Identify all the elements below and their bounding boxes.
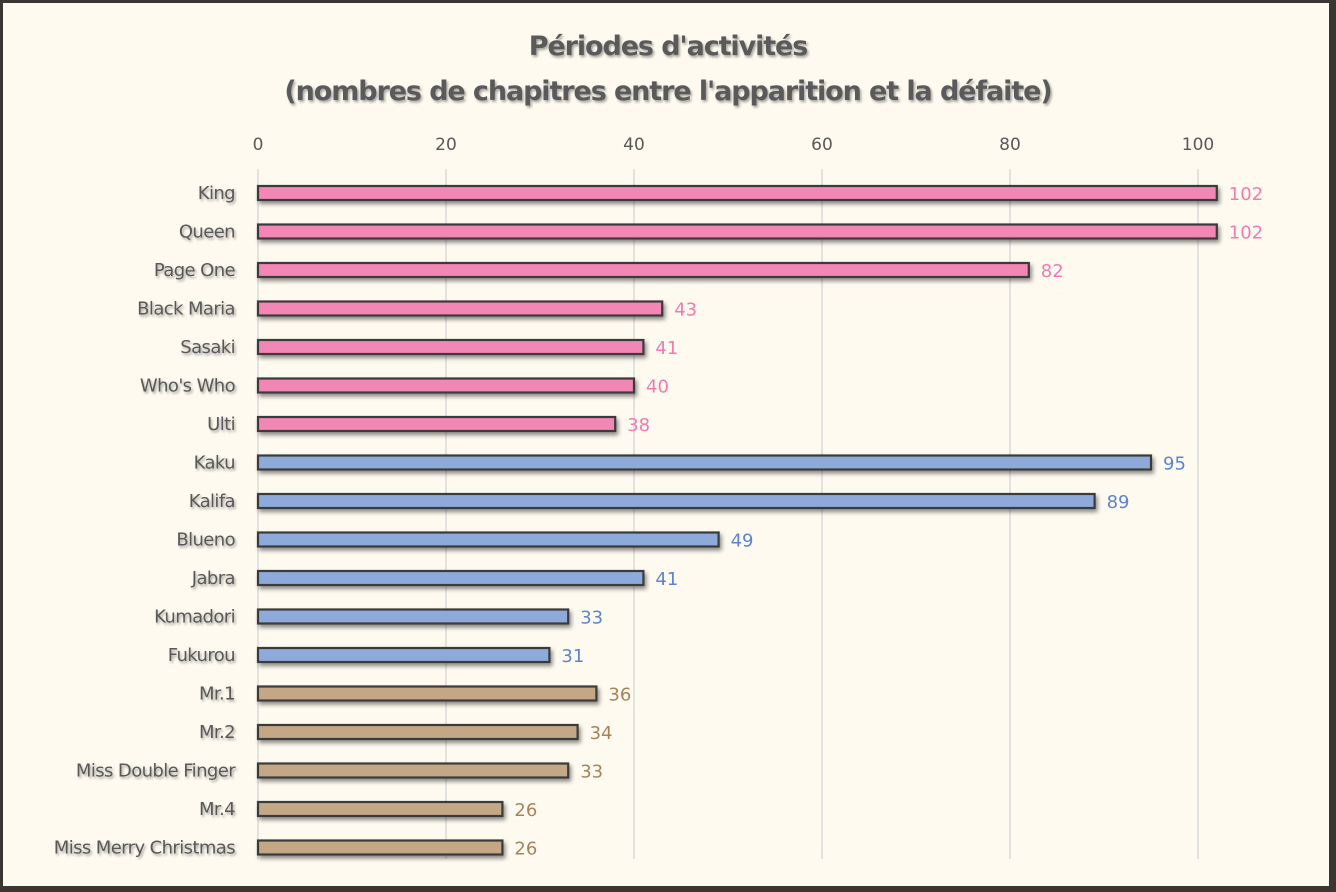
bar-miss-double-finger — [256, 762, 570, 779]
bar-fukurou — [256, 646, 551, 664]
bar-miss-merry-christmas — [256, 839, 504, 856]
value-label: 34 — [590, 723, 613, 744]
value-label: 89 — [1107, 492, 1130, 513]
category-label: Mr.1 — [199, 684, 235, 705]
chart-svg: Périodes d'activités (nombres de chapitr… — [54, 31, 1263, 860]
bar-sasaki — [256, 338, 645, 356]
bar-black-maria — [256, 300, 664, 317]
x-tick-label: 20 — [435, 135, 457, 155]
bar-page-one — [256, 261, 1030, 279]
category-label: Kumadori — [154, 607, 235, 628]
value-label: 49 — [731, 531, 754, 552]
bar-mr-1 — [256, 685, 598, 702]
category-label: Miss Double Finger — [76, 761, 236, 782]
bar-blueno — [256, 531, 720, 548]
value-label: 26 — [514, 800, 537, 821]
x-tick-label: 60 — [811, 135, 833, 155]
value-labels: 102 102 82 43 41 40 38 95 89 49 41 33 31 36 34 33 26 26 — [514, 184, 1263, 860]
category-label: Page One — [154, 260, 236, 281]
value-label: 41 — [655, 569, 678, 590]
x-tick-label: 80 — [999, 135, 1021, 155]
chart-frame: Périodes d'activités (nombres de chapitr… — [3, 3, 1329, 886]
value-label: 33 — [580, 608, 603, 629]
value-label: 102 — [1229, 184, 1263, 205]
value-label: 43 — [674, 300, 697, 321]
value-label: 33 — [580, 762, 603, 783]
category-label: King — [198, 183, 235, 204]
chart-subtitle: (nombres de chapitres entre l'apparition… — [284, 76, 1051, 107]
value-label: 26 — [514, 839, 537, 860]
value-label: 36 — [608, 685, 631, 706]
value-label: 82 — [1041, 261, 1064, 282]
value-label: 31 — [561, 646, 584, 667]
category-label: Blueno — [176, 530, 235, 551]
category-label: Kaku — [194, 453, 235, 474]
chart-title: Périodes d'activités — [529, 31, 807, 62]
value-label: 95 — [1163, 454, 1186, 475]
category-label: Who's Who — [140, 376, 236, 397]
gridlines — [257, 169, 1199, 859]
bar-kalifa — [256, 492, 1096, 510]
category-label: Mr.4 — [199, 799, 235, 820]
bar-king — [256, 184, 1218, 202]
bar-ulti — [256, 415, 617, 433]
value-label: 41 — [655, 338, 678, 359]
category-label: Jabra — [191, 568, 235, 589]
x-tick-label: 100 — [1182, 135, 1214, 155]
category-label: Fukurou — [168, 645, 235, 666]
bar-kumadori — [256, 608, 570, 625]
category-label: Miss Merry Christmas — [54, 838, 235, 859]
x-tick-label: 0 — [253, 135, 264, 155]
bars — [256, 184, 1218, 856]
value-label: 40 — [646, 377, 669, 398]
bar-queen — [256, 223, 1218, 240]
value-label: 102 — [1229, 223, 1263, 244]
category-label: Queen — [179, 222, 235, 243]
category-label: Sasaki — [180, 337, 235, 358]
x-tick-label: 40 — [623, 135, 645, 155]
x-axis-ticks: 0 20 40 60 80 100 — [253, 135, 1215, 155]
bar-mr-2 — [256, 723, 579, 741]
bar-kaku — [256, 454, 1153, 471]
bar-jabra — [256, 569, 645, 587]
bar-who-s-who — [256, 377, 636, 394]
bar-mr-4 — [256, 800, 504, 818]
category-label: Ulti — [207, 414, 235, 435]
category-label: Mr.2 — [199, 722, 235, 743]
category-label: Black Maria — [137, 299, 235, 320]
value-label: 38 — [627, 415, 650, 436]
category-label: Kalifa — [189, 491, 235, 512]
category-labels: King Queen Page One Black Maria Sasaki Who's … — [54, 183, 237, 859]
